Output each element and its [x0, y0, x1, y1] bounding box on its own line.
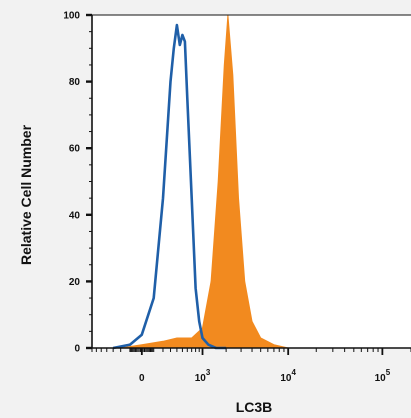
x-axis-title: LC3B	[236, 399, 273, 415]
y-tick-label: 100	[63, 11, 80, 22]
x-tick-label: 104	[280, 368, 296, 384]
y-tick-label: 40	[69, 210, 81, 221]
series-1-outline-histogram	[112, 23, 227, 350]
y-axis-title: Relative Cell Number	[18, 124, 34, 265]
y-tick-label: 60	[69, 144, 81, 155]
y-tick-label: 20	[69, 277, 81, 288]
x-tick-label-exponent: 3	[206, 368, 211, 377]
x-tick-label-exponent: 4	[292, 368, 297, 377]
x-tick-label: 0	[139, 373, 145, 384]
x-tick-label: 103	[195, 368, 211, 384]
x-tick-label-base: 10	[195, 373, 207, 384]
x-tick-label-base: 10	[280, 373, 292, 384]
x-tick-label-base: 0	[139, 373, 145, 384]
x-tick-label-base: 10	[375, 373, 387, 384]
x-tick-label: 105	[375, 368, 391, 384]
y-tick-label: 80	[69, 77, 81, 88]
x-tick-label-exponent: 5	[386, 368, 391, 377]
plot-area	[92, 15, 411, 348]
y-tick-label: 0	[74, 344, 80, 355]
